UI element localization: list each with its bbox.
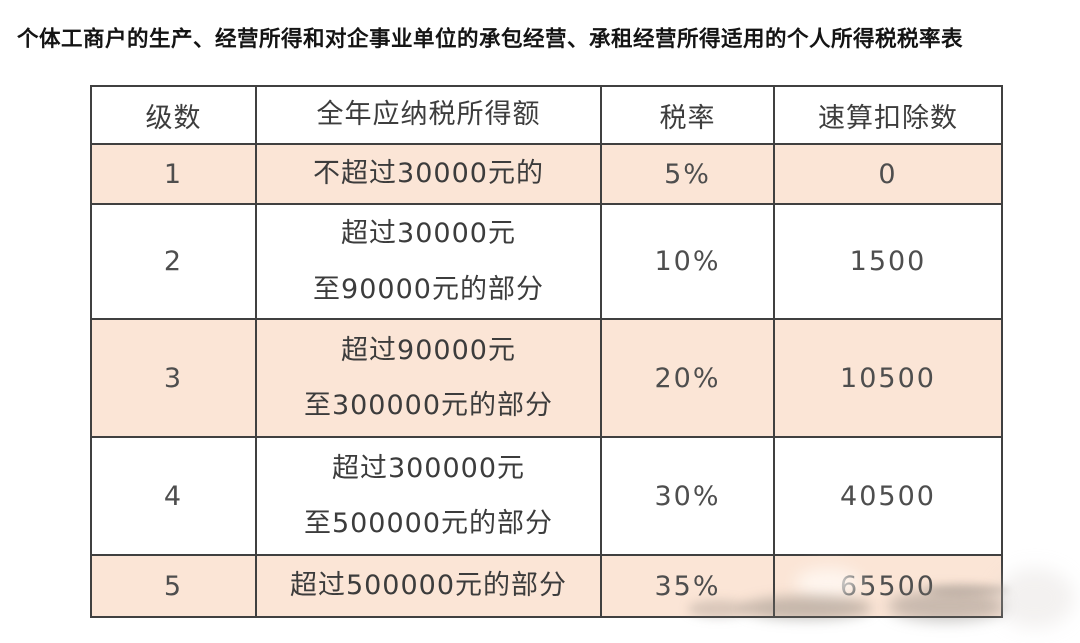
table-row: 5 超过500000元的部分 35% 65500	[90, 554, 1003, 618]
cell-tax-rate: 20%	[600, 318, 775, 438]
table-header-row: 级数 全年应纳税所得额 税率 速算扣除数	[90, 85, 1003, 145]
cell-level: 2	[90, 203, 257, 320]
header-taxable-income: 全年应纳税所得额	[255, 85, 602, 145]
cell-taxable-income: 超过300000元 至500000元的部分	[255, 436, 602, 556]
cell-quick-deduction: 1500	[773, 203, 1003, 320]
table-row: 1 不超过30000元的 5% 0	[90, 143, 1003, 205]
watermark-smudge	[996, 568, 1074, 628]
cell-level: 4	[90, 436, 257, 556]
table-row: 4 超过300000元 至500000元的部分 30% 40500	[90, 436, 1003, 556]
tax-rate-table: 级数 全年应纳税所得额 税率 速算扣除数 1 不超过30000元的 5% 0 2…	[90, 85, 1003, 618]
table-row: 3 超过90000元 至300000元的部分 20% 10500	[90, 318, 1003, 438]
cell-taxable-income: 不超过30000元的	[255, 143, 602, 205]
cell-tax-rate: 35%	[600, 554, 775, 618]
header-level: 级数	[90, 85, 257, 145]
cell-tax-rate: 30%	[600, 436, 775, 556]
table-row: 2 超过30000元 至90000元的部分 10% 1500	[90, 203, 1003, 320]
cell-level: 3	[90, 318, 257, 438]
cell-taxable-income: 超过500000元的部分	[255, 554, 602, 618]
cell-taxable-income: 超过90000元 至300000元的部分	[255, 318, 602, 438]
page-title: 个体工商户的生产、经营所得和对企事业单位的承包经营、承租经营所得适用的个人所得税…	[17, 27, 964, 52]
cell-tax-rate: 10%	[600, 203, 775, 320]
cell-quick-deduction: 40500	[773, 436, 1003, 556]
cell-quick-deduction: 0	[773, 143, 1003, 205]
header-tax-rate: 税率	[600, 85, 775, 145]
cell-level: 5	[90, 554, 257, 618]
cell-tax-rate: 5%	[600, 143, 775, 205]
cell-quick-deduction: 65500	[773, 554, 1003, 618]
cell-taxable-income: 超过30000元 至90000元的部分	[255, 203, 602, 320]
cell-quick-deduction: 10500	[773, 318, 1003, 438]
header-quick-deduction: 速算扣除数	[773, 85, 1003, 145]
cell-level: 1	[90, 143, 257, 205]
